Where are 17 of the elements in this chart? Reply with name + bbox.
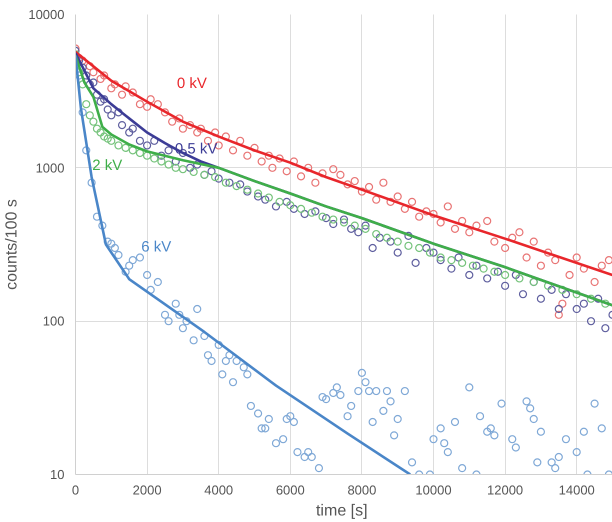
- series-label: 0 kV: [176, 75, 207, 92]
- series-label: 2 kV: [92, 156, 122, 174]
- x-tick-label: 14000: [558, 482, 595, 498]
- x-tick-label: 2000: [132, 482, 162, 498]
- x-tick-label: 10000: [415, 482, 452, 498]
- x-tick-label: 12000: [487, 482, 524, 498]
- x-tick-label: 0: [72, 482, 80, 498]
- x-tick-label: 6000: [276, 482, 305, 498]
- x-tick-label: 4000: [204, 482, 234, 498]
- x-axis-title: time [s]: [316, 502, 368, 520]
- series-label: 6 kV: [141, 238, 172, 256]
- x-tick-label: 8000: [347, 482, 376, 498]
- y-tick-label: 10000: [28, 7, 65, 22]
- y-tick-label: 1000: [36, 160, 64, 176]
- y-tick-label: 100: [42, 314, 65, 329]
- y-tick-label: 10: [50, 467, 65, 482]
- y-axis-title: counts/100 s: [3, 199, 20, 290]
